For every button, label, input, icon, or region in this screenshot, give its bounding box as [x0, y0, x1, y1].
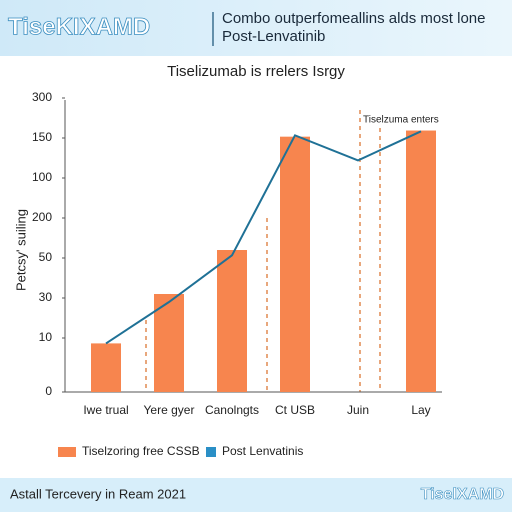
x-tick-label: Lay: [411, 403, 430, 417]
chart-title: Tiselizumab is rrelers Isrgy: [167, 63, 345, 80]
plot: 0 10 30 50 200 100 150 300 Iwe trual Yere gyer Can…: [32, 90, 436, 458]
y-tick-label: 300: [32, 90, 52, 104]
legend-swatch: [58, 447, 76, 457]
x-tick-label: Yere gyer: [144, 403, 195, 417]
footer-logo: TiselXAMD: [421, 486, 504, 503]
x-tick-label: Canolngts: [205, 403, 259, 417]
bar: [280, 136, 310, 392]
footer-band: [0, 478, 512, 512]
dashed-markers: [145, 110, 381, 392]
legend-swatch: [206, 447, 216, 457]
y-tick-label: 0: [45, 384, 52, 398]
y-axis-label: Petcsy' suiling: [13, 209, 28, 291]
y-tick-label: 30: [39, 290, 53, 304]
y-tick-label: 50: [39, 250, 53, 264]
line: [105, 130, 422, 345]
bar: [91, 343, 121, 392]
x-tick-label: Ct USB: [275, 403, 315, 417]
bar: [217, 250, 247, 392]
bar: [154, 294, 184, 392]
header-band: [0, 0, 512, 56]
headline: Combo outperfomeallins alds most lone Po…: [222, 10, 486, 45]
logo: TiseKIXAMD: [8, 13, 150, 40]
legend-label: Post Lenvatinis: [222, 444, 303, 458]
x-tick-label: Iwe trual: [83, 403, 128, 417]
headline-box: Combo outperfomeallins alds most lone Po…: [222, 10, 486, 45]
legend-label: Tiselzoring free CSSB: [82, 444, 200, 458]
footer-left: Astall Tercevery in Ream 2021: [10, 486, 186, 501]
bar: [406, 130, 436, 393]
y-tick-label: 200: [32, 210, 52, 224]
y-tick-label: 150: [32, 130, 52, 144]
y-tick-label: 10: [39, 330, 53, 344]
annotation: Tiselzuma enters: [363, 115, 439, 126]
y-tick-label: 100: [32, 170, 52, 184]
x-tick-label: Juin: [347, 403, 369, 417]
